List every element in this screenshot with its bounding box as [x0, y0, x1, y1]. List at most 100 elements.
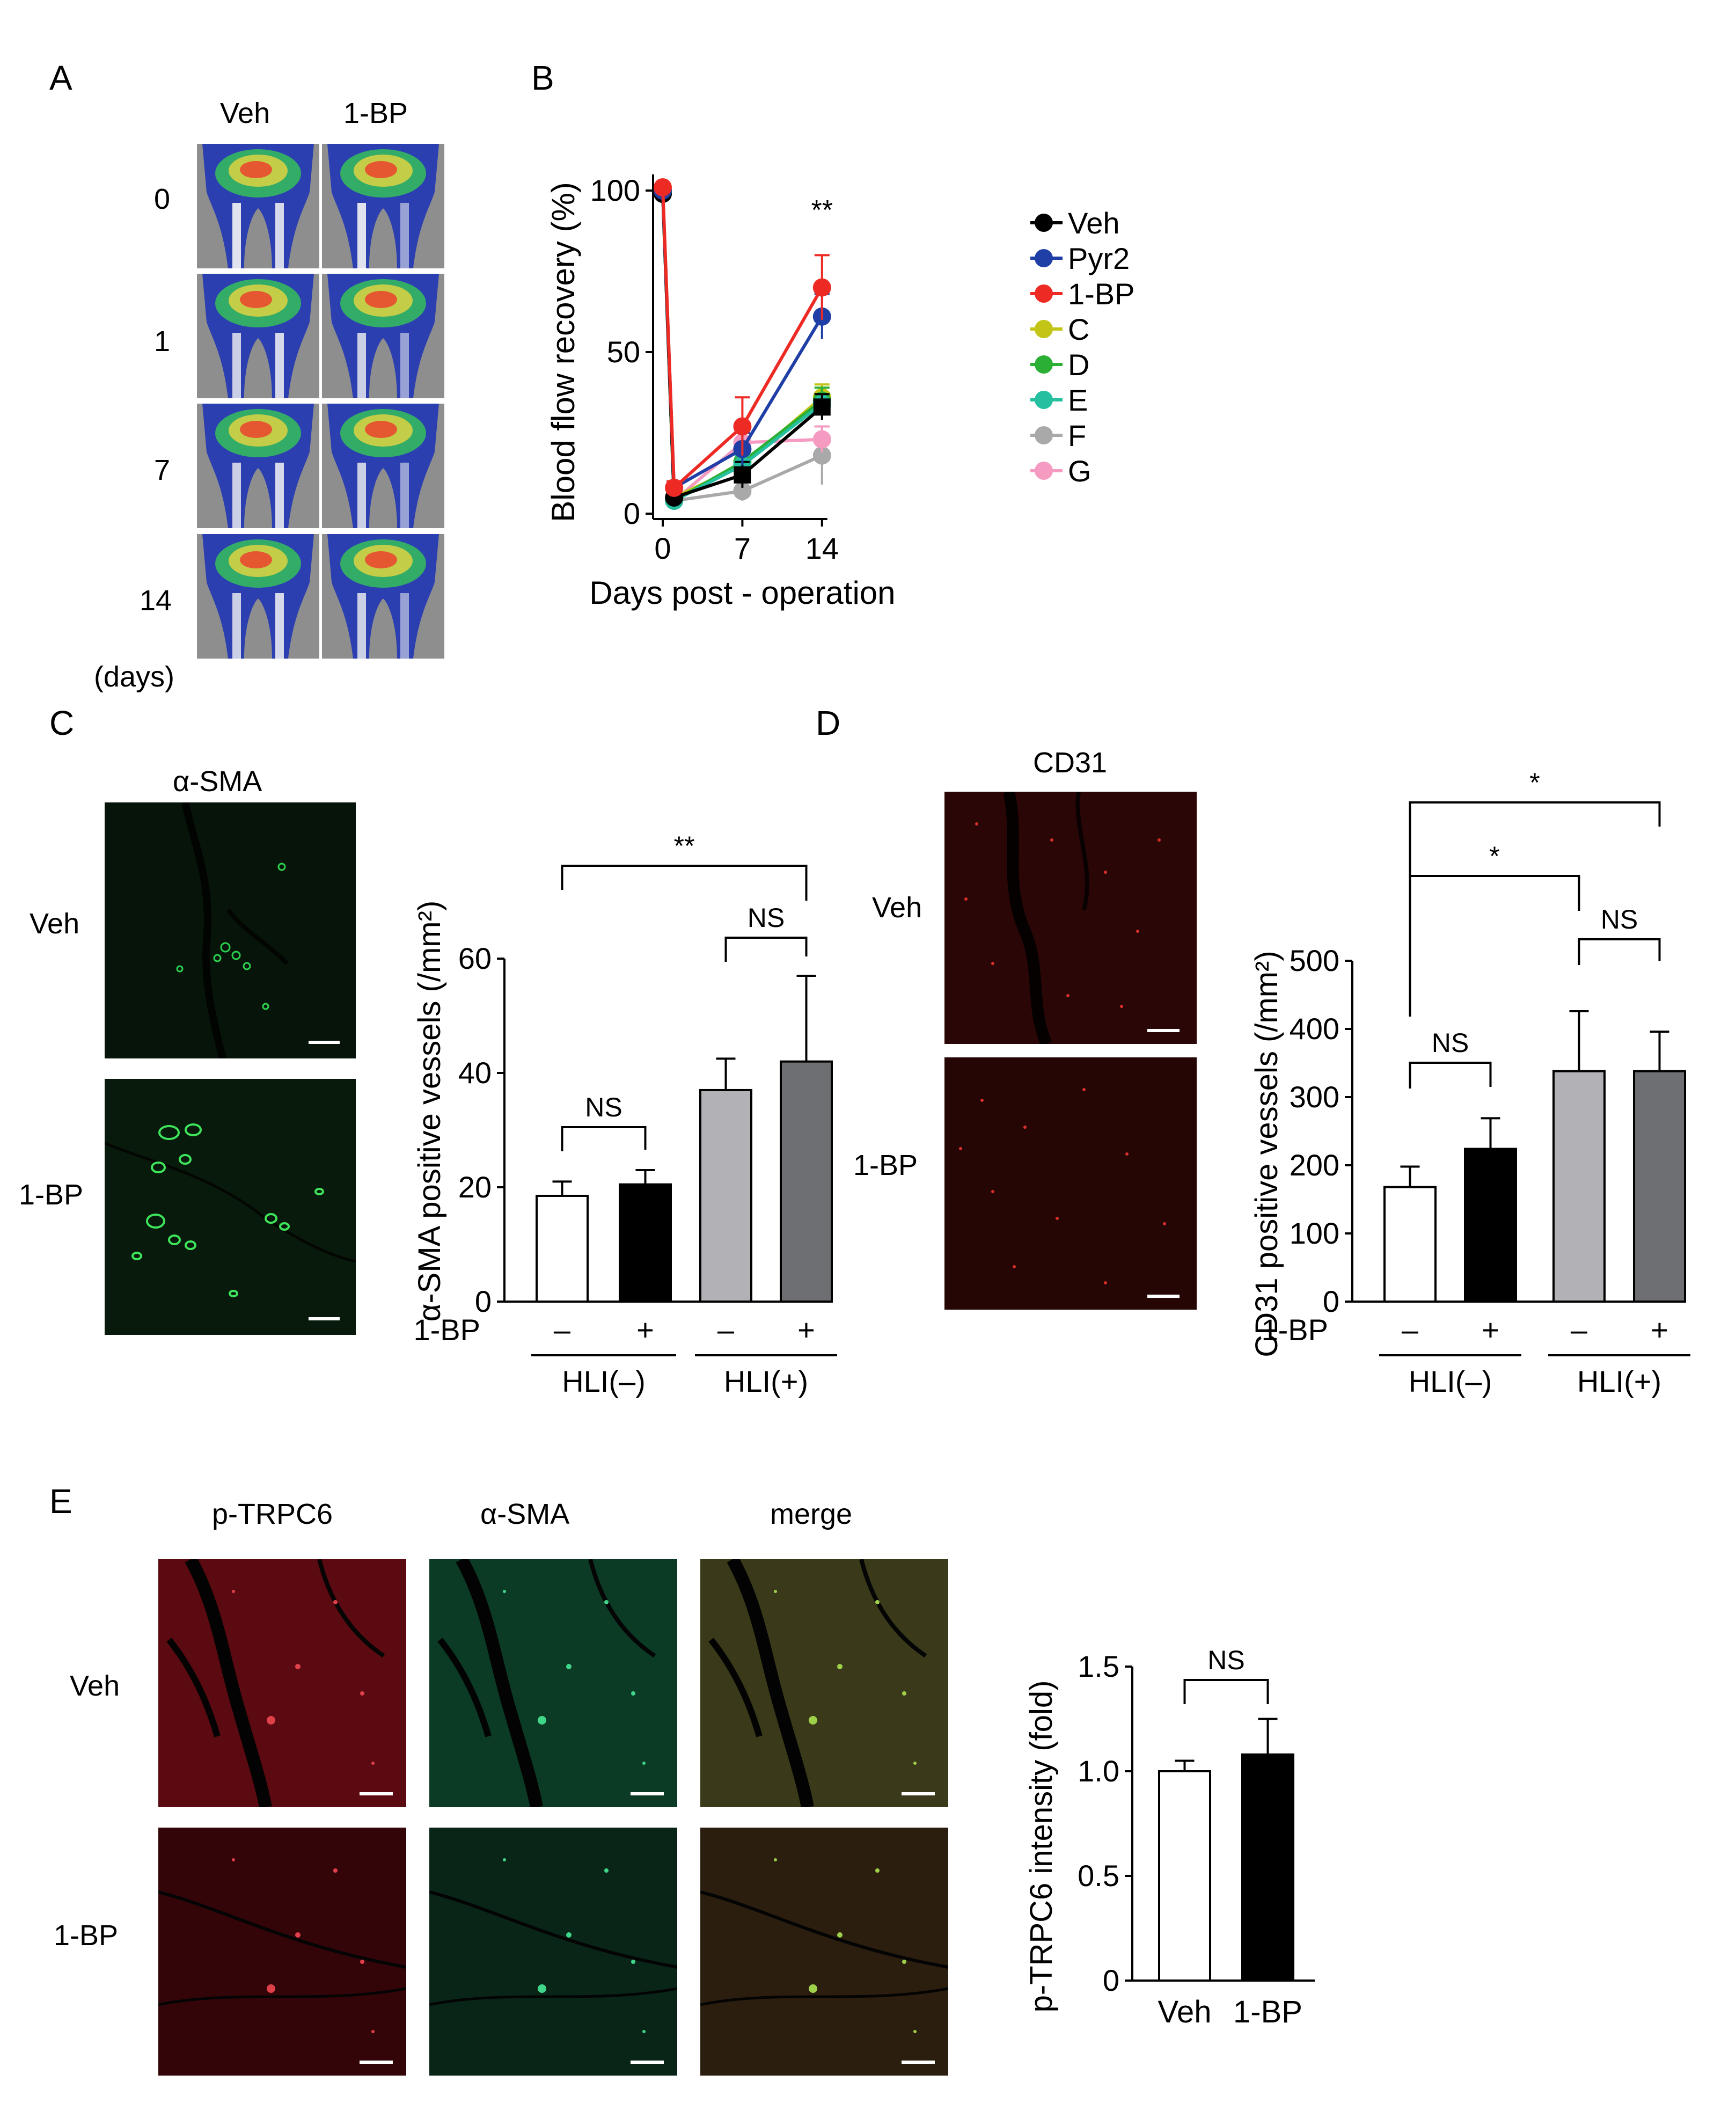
comparison-bracket: * — [1409, 768, 1661, 1006]
chart-b-ytick-label: 100 — [590, 173, 640, 207]
panel-a-day-7: 7 — [154, 454, 171, 486]
doppler-image — [197, 404, 319, 528]
chart-b-ytick-label: 0 — [624, 496, 640, 530]
ytick-label: 40 — [458, 1056, 492, 1090]
comparison-bracket: * — [1409, 841, 1580, 1017]
panel-letter-c: C — [49, 704, 75, 742]
panel-e-header-ptrpc6: p-TRPC6 — [212, 1498, 333, 1530]
chart-e: 0 0.5 1.0 1.5 p-TRPC6 intensity (fold) Veh 1-B… — [1024, 1645, 1315, 2029]
micrograph-e — [158, 1559, 406, 1807]
category-label: + — [636, 1313, 654, 1347]
chart-b-legend-label: C — [1068, 312, 1089, 346]
ylabel: CD31 positive vessels (/mm²) — [1249, 951, 1284, 1357]
chart-e-bar — [1241, 1753, 1294, 1982]
chart-b: 0 50 100 0 7 14 Days post - operation Blood flo… — [545, 173, 1135, 611]
ytick-label: 0 — [475, 1284, 492, 1318]
bar-group: – — [536, 1180, 589, 1347]
panel-d-image-title: CD31 — [1033, 747, 1108, 779]
doppler-image — [197, 274, 319, 398]
chart-b-xtick-label: 7 — [734, 531, 751, 565]
chart-b-legend-label: 1-BP — [1068, 277, 1135, 311]
group-label: HLI(+) — [1577, 1364, 1661, 1398]
chart-e-comparison-label: NS — [1207, 1645, 1244, 1675]
ytick-label: 0 — [1323, 1284, 1339, 1318]
chart-b-legend-marker — [1035, 426, 1053, 444]
chart-b-point — [812, 446, 831, 465]
chart-b-legend-label: F — [1068, 419, 1086, 452]
chart-b-line — [661, 187, 824, 492]
bar-group: – — [699, 1057, 752, 1347]
comparison-label: NS — [1432, 1028, 1469, 1058]
micrograph-e — [429, 1828, 677, 2076]
bar — [780, 1060, 833, 1303]
chart-e-bar-group: Veh — [1158, 1759, 1212, 2029]
micrograph-d-veh — [944, 792, 1197, 1044]
panel-a-day-14: 14 — [140, 585, 172, 617]
micrograph-d-1bp — [944, 1057, 1197, 1310]
chart-b-series-1-BP — [654, 178, 831, 497]
bar-group: + — [619, 1169, 672, 1347]
category-label: – — [554, 1313, 571, 1347]
chart-b-point — [733, 481, 752, 500]
treatment-label: 1-BP — [414, 1313, 481, 1347]
chart-e-ylabel: p-TRPC6 intensity (fold) — [1024, 1681, 1059, 2013]
bracket-line — [561, 865, 808, 901]
chart-e-ytick-label: 1.0 — [1078, 1754, 1119, 1788]
chart-b-legend-marker — [1035, 355, 1053, 374]
chart-b-point — [733, 417, 752, 436]
doppler-image — [322, 274, 444, 398]
panel-c-image-title: α-SMA — [173, 765, 262, 798]
chart-e-ytick-label: 0 — [1103, 1963, 1119, 1997]
bar — [619, 1183, 672, 1303]
chart-b-legend-marker — [1035, 320, 1053, 338]
panel-letter-e: E — [49, 1482, 72, 1521]
panel-e-row-veh: Veh — [70, 1670, 120, 1702]
bar-group: – — [1383, 1165, 1437, 1347]
panel-d-row-veh: Veh — [872, 892, 922, 924]
ytick-label: 60 — [458, 941, 492, 975]
chart-e-ytick-label: 0.5 — [1078, 1859, 1119, 1893]
treatment-label: 1-BP — [1262, 1313, 1329, 1347]
panel-c-row-1bp: 1-BP — [19, 1179, 84, 1211]
chart-b-ytick-label: 50 — [607, 335, 640, 369]
doppler-image — [322, 534, 444, 659]
group-label: HLI(+) — [724, 1364, 808, 1398]
chart-e-bracket — [1183, 1679, 1269, 1704]
doppler-image — [197, 534, 319, 659]
bar — [1464, 1148, 1517, 1303]
chart-e-ytick-label: 1.5 — [1078, 1649, 1119, 1683]
bracket-line — [1409, 1062, 1492, 1089]
panel-e-row-1bp: 1-BP — [54, 1919, 119, 1952]
comparison-label: * — [1529, 768, 1540, 798]
chart-b-legend-marker — [1035, 214, 1053, 232]
comparison-label: * — [1489, 841, 1499, 871]
category-label: + — [1482, 1313, 1499, 1347]
comparison-bracket: NS — [1409, 1028, 1492, 1089]
doppler-image — [322, 144, 444, 268]
ytick-label: 200 — [1290, 1148, 1339, 1182]
doppler-image — [197, 144, 319, 268]
group-label: HLI(–) — [562, 1364, 646, 1398]
chart-b-legend-marker — [1035, 249, 1053, 267]
panel-a-day-0: 0 — [154, 183, 171, 215]
chart-b-legend-marker — [1035, 284, 1053, 303]
micrograph-c-1bp — [105, 1079, 356, 1335]
chart-b-legend-label: Pyr2 — [1068, 242, 1130, 275]
chart-b-annotation: ** — [811, 195, 833, 226]
comparison-bracket: NS — [724, 903, 808, 962]
micrograph-e — [158, 1828, 406, 2076]
chart-e-bar-group: 1-BP — [1233, 1718, 1302, 2029]
chart-b-xtick-label: 14 — [805, 531, 839, 565]
comparison-label: ** — [674, 831, 695, 861]
bracket-line — [561, 1126, 647, 1151]
chart-b-point — [812, 430, 831, 449]
ytick-label: 500 — [1290, 944, 1339, 977]
chart-b-legend-label: Veh — [1068, 206, 1120, 240]
panel-d-row-1bp: 1-BP — [853, 1149, 918, 1181]
chart-b-legend-marker — [1035, 462, 1053, 480]
ytick-label: 20 — [458, 1170, 492, 1204]
panel-a-days-unit: (days) — [94, 661, 175, 693]
